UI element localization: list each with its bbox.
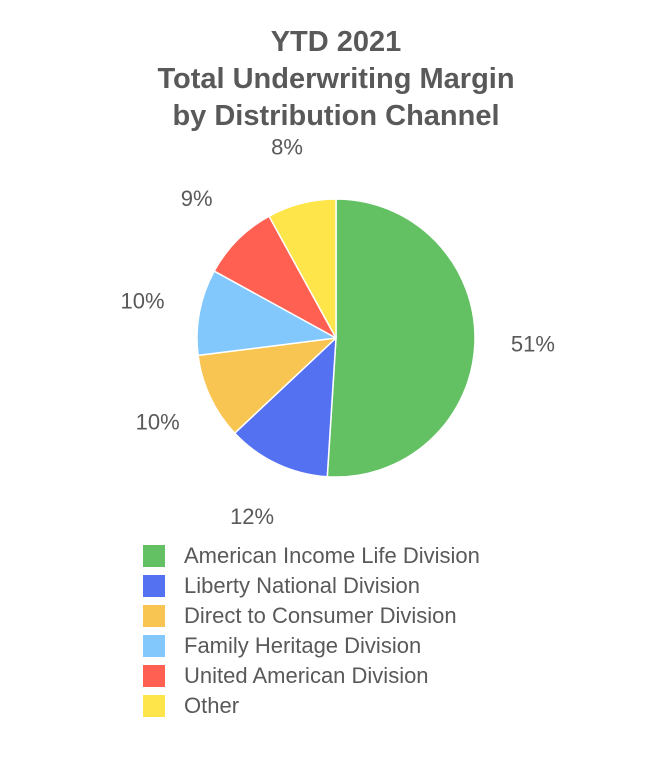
legend-label: Family Heritage Division — [184, 633, 422, 658]
slice-data-label-5: 8% — [271, 135, 303, 160]
pie-slice-5[interactable] — [268, 198, 337, 339]
legend-label: Other — [184, 693, 240, 718]
legend-item-3[interactable]: Family Heritage Division — [143, 631, 480, 661]
legend-item-0[interactable]: American Income Life Division — [143, 541, 480, 571]
slice-data-label-0: 51% — [511, 332, 555, 357]
legend-label: Liberty National Division — [184, 573, 420, 598]
legend-label: American Income Life Division — [184, 543, 480, 568]
legend-item-2[interactable]: Direct to Consumer Division — [143, 601, 480, 631]
slice-data-label-4: 9% — [181, 186, 213, 211]
legend-swatch — [143, 605, 165, 627]
legend-label: United American Division — [184, 663, 429, 688]
chart-legend: American Income Life Division Liberty Nat… — [143, 541, 480, 721]
chart-title-line-1: YTD 2021 — [270, 26, 402, 58]
slice-data-label-2: 10% — [136, 409, 180, 434]
pie-slice-4[interactable] — [213, 215, 337, 339]
legend-item-1[interactable]: Liberty National Division — [143, 571, 480, 601]
legend-swatch — [143, 575, 165, 597]
legend-swatch — [143, 665, 165, 687]
pie-slice-3[interactable] — [196, 270, 337, 357]
slice-data-label-1: 12% — [230, 504, 274, 529]
legend-swatch — [143, 695, 165, 717]
legend-item-4[interactable]: United American Division — [143, 661, 480, 691]
chart-title: YTD 2021 Total Underwriting Margin by Di… — [0, 24, 672, 135]
legend-swatch — [143, 635, 165, 657]
pie-slice-0[interactable] — [326, 198, 476, 478]
slice-data-label-3: 10% — [120, 289, 164, 314]
chart-title-line-3: by Distribution Channel — [172, 100, 500, 132]
pie-slice-1[interactable] — [233, 337, 337, 478]
legend-swatch — [143, 545, 165, 567]
chart-title-line-2: Total Underwriting Margin — [157, 63, 515, 95]
pie-slice-2[interactable] — [197, 337, 337, 434]
legend-item-5[interactable]: Other — [143, 691, 480, 721]
legend-label: Direct to Consumer Division — [184, 603, 457, 628]
